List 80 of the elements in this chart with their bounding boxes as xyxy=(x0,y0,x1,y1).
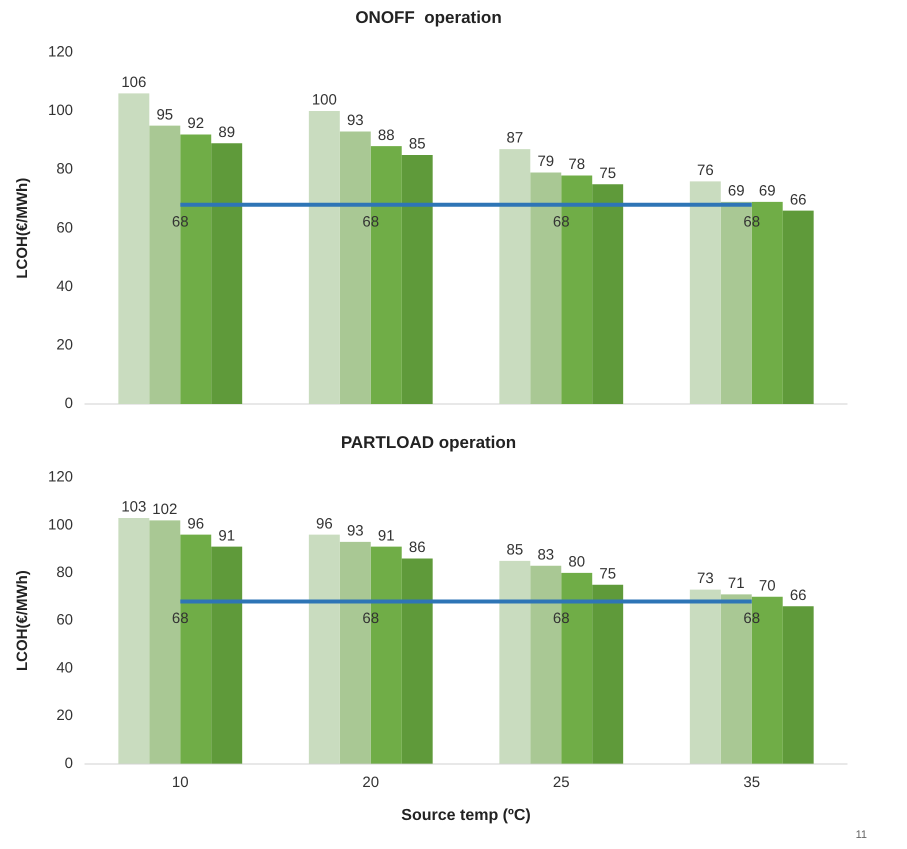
data-label: 68 xyxy=(552,213,570,230)
data-label: 73 xyxy=(696,570,714,588)
data-label: 103 xyxy=(121,498,146,516)
y-tick-label: 40 xyxy=(56,659,74,676)
data-label: 86 xyxy=(408,539,426,556)
data-label: 71 xyxy=(728,574,745,592)
data-label: 85 xyxy=(506,542,524,559)
bar xyxy=(782,210,814,404)
data-label: 75 xyxy=(599,565,616,582)
bar xyxy=(402,154,433,404)
x-tick-label: 20 xyxy=(362,774,380,791)
x-tick-label: 35 xyxy=(743,774,760,791)
data-label: 75 xyxy=(599,164,616,182)
data-label: 69 xyxy=(728,182,745,200)
y-tick-label: 0 xyxy=(64,754,74,772)
data-label: 83 xyxy=(537,546,554,564)
data-label: 102 xyxy=(152,501,178,518)
y-tick-label: 120 xyxy=(48,468,74,486)
bar xyxy=(118,93,150,404)
data-label: 76 xyxy=(696,162,714,179)
y-tick-label: 0 xyxy=(64,395,74,412)
bar xyxy=(592,184,624,404)
data-label: 88 xyxy=(378,126,395,144)
data-label: 68 xyxy=(362,213,380,230)
data-label: 80 xyxy=(568,554,586,571)
bar xyxy=(690,181,721,404)
bar xyxy=(782,606,814,764)
bar xyxy=(211,546,242,764)
data-label: 87 xyxy=(506,130,524,147)
bar xyxy=(211,143,242,404)
x-axis-title: Source temp (ºC) xyxy=(401,806,531,824)
bar xyxy=(499,149,530,404)
x-tick-label: 10 xyxy=(172,774,189,791)
data-label: 68 xyxy=(172,610,189,628)
data-label: 79 xyxy=(537,153,554,170)
bar xyxy=(592,584,624,764)
y-tick-label: 20 xyxy=(56,707,74,724)
y-tick-label: 100 xyxy=(48,516,74,534)
bar xyxy=(499,560,530,764)
data-label: 68 xyxy=(552,610,570,628)
data-label: 106 xyxy=(121,74,146,92)
data-label: 68 xyxy=(362,610,380,628)
data-label: 85 xyxy=(408,136,426,153)
y-axis-title: LCOH(€/MWh) xyxy=(14,178,32,279)
y-tick-label: 60 xyxy=(56,612,74,629)
y-tick-label: 80 xyxy=(56,564,74,582)
data-label: 92 xyxy=(187,115,204,132)
y-tick-label: 40 xyxy=(56,278,74,295)
data-label: 66 xyxy=(790,191,807,208)
chart-title: ONOFF operation xyxy=(355,8,502,27)
bar xyxy=(402,558,433,764)
data-label: 68 xyxy=(743,213,760,230)
data-label: 93 xyxy=(346,112,364,130)
y-tick-label: 120 xyxy=(48,44,74,61)
data-label: 96 xyxy=(316,515,333,532)
bar xyxy=(690,590,721,764)
data-label: 78 xyxy=(568,156,586,174)
bar xyxy=(118,518,150,764)
data-label: 68 xyxy=(743,610,760,628)
y-tick-label: 80 xyxy=(56,160,74,178)
text: 11 xyxy=(856,829,867,841)
data-label: 91 xyxy=(378,527,395,544)
y-axis-title: LCOH(€/MWh) xyxy=(14,570,32,672)
data-label: 91 xyxy=(218,527,236,544)
data-label: 66 xyxy=(790,586,807,604)
data-label: 93 xyxy=(346,522,364,540)
data-label: 95 xyxy=(156,106,174,124)
data-label: 69 xyxy=(758,182,776,200)
x-tick-label: 25 xyxy=(552,774,570,791)
y-tick-label: 60 xyxy=(56,219,74,236)
data-label: 100 xyxy=(312,92,337,109)
y-tick-label: 100 xyxy=(48,102,74,120)
data-label: 89 xyxy=(218,124,236,141)
y-tick-label: 20 xyxy=(56,336,74,354)
bar xyxy=(308,111,340,404)
bar xyxy=(308,534,340,764)
data-label: 68 xyxy=(172,213,189,230)
chart-title: PARTLOAD operation xyxy=(340,432,516,452)
data-label: 70 xyxy=(758,577,776,594)
data-label: 96 xyxy=(187,515,204,532)
